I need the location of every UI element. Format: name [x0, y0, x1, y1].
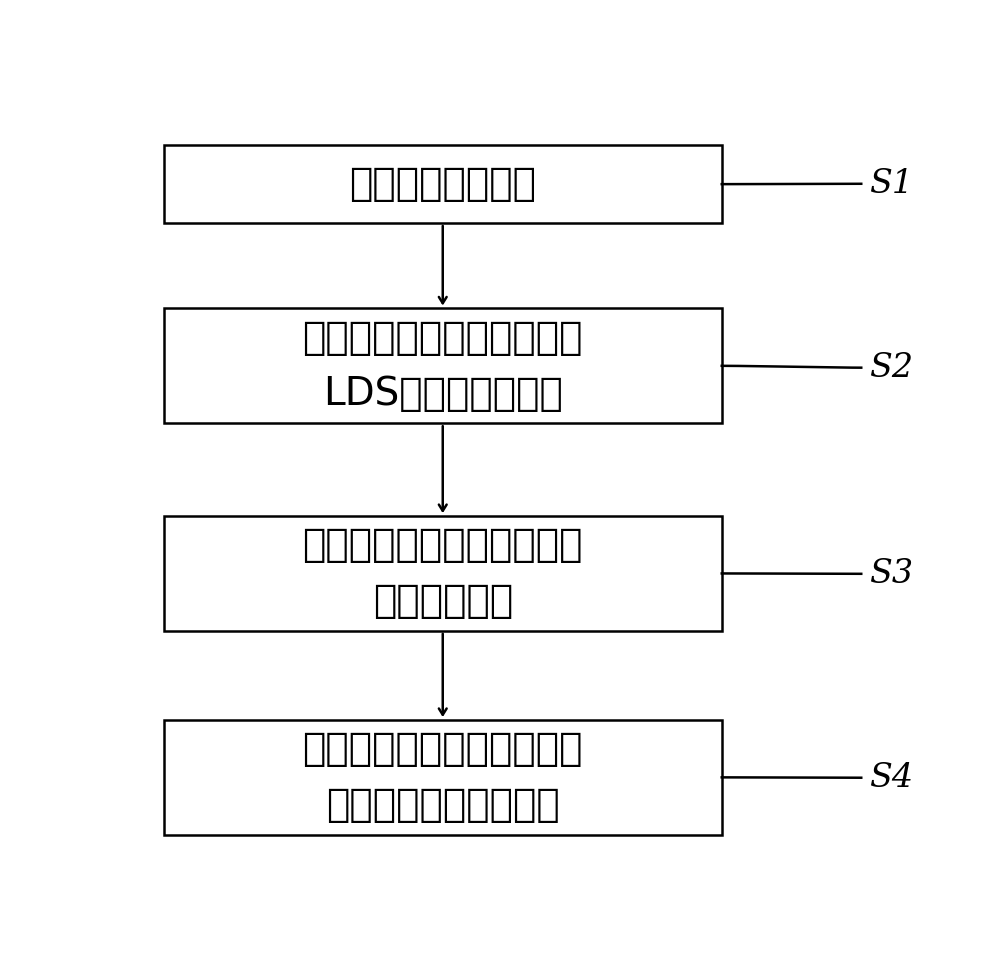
Text: S4: S4 [869, 762, 913, 794]
Text: S3: S3 [869, 558, 913, 589]
Bar [164, 308, 722, 424]
Text: 在涂覆了底漆的壳体上进行
化学镀以制作金属线路: 在涂覆了底漆的壳体上进行 化学镀以制作金属线路 [302, 730, 583, 824]
Text: 在所述压铸铝合金壳上注塑
LDS塑料件组成壳体: 在所述压铸铝合金壳上注塑 LDS塑料件组成壳体 [302, 319, 583, 413]
Text: 在所述壳体的表面以喷涂的
方式涂覆底漆: 在所述壳体的表面以喷涂的 方式涂覆底漆 [302, 527, 583, 620]
Text: S1: S1 [869, 168, 913, 199]
Bar [164, 516, 722, 631]
Text: S2: S2 [869, 351, 913, 383]
Text: 制作压铸铝合金壳: 制作压铸铝合金壳 [349, 165, 536, 203]
Bar [164, 145, 722, 223]
Bar [164, 720, 722, 835]
